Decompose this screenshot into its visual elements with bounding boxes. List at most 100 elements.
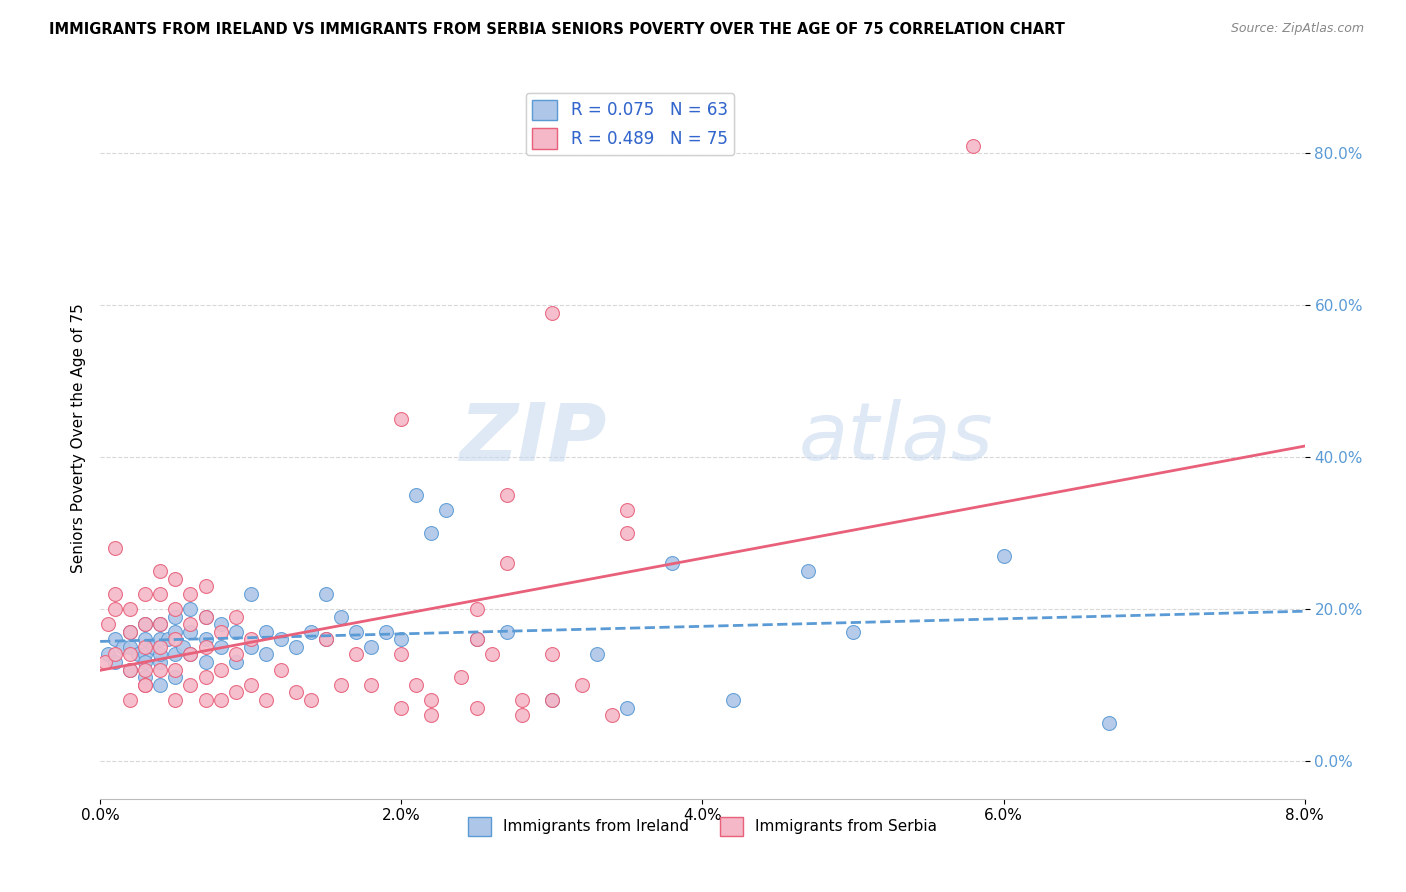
Point xyxy=(962,138,984,153)
Point xyxy=(120,640,142,654)
Point xyxy=(284,640,307,654)
Point xyxy=(194,609,217,624)
Point xyxy=(586,648,609,662)
Point xyxy=(299,693,322,707)
Point xyxy=(134,648,156,662)
Point xyxy=(172,640,194,654)
Legend: R = 0.075   N = 63, R = 0.489   N = 75: R = 0.075 N = 63, R = 0.489 N = 75 xyxy=(526,93,734,155)
Point xyxy=(165,624,187,639)
Point xyxy=(179,624,201,639)
Point xyxy=(842,624,865,639)
Point xyxy=(510,693,533,707)
Point xyxy=(165,663,187,677)
Point xyxy=(225,655,247,669)
Point xyxy=(179,617,201,632)
Point xyxy=(120,693,142,707)
Point xyxy=(239,632,262,647)
Text: Source: ZipAtlas.com: Source: ZipAtlas.com xyxy=(1230,22,1364,36)
Text: ZIP: ZIP xyxy=(458,399,606,477)
Text: IMMIGRANTS FROM IRELAND VS IMMIGRANTS FROM SERBIA SENIORS POVERTY OVER THE AGE O: IMMIGRANTS FROM IRELAND VS IMMIGRANTS FR… xyxy=(49,22,1066,37)
Point xyxy=(239,640,262,654)
Point xyxy=(194,640,217,654)
Point xyxy=(420,526,443,541)
Point xyxy=(142,640,165,654)
Point xyxy=(616,526,638,541)
Point xyxy=(254,624,277,639)
Point xyxy=(120,648,142,662)
Point xyxy=(616,700,638,714)
Point xyxy=(149,655,172,669)
Point xyxy=(239,678,262,692)
Point xyxy=(97,617,120,632)
Point xyxy=(389,700,412,714)
Point xyxy=(149,617,172,632)
Point xyxy=(299,624,322,639)
Point xyxy=(165,609,187,624)
Point xyxy=(149,587,172,601)
Point xyxy=(179,648,201,662)
Point xyxy=(104,655,127,669)
Point xyxy=(540,693,562,707)
Point xyxy=(149,663,172,677)
Point xyxy=(149,632,172,647)
Point xyxy=(134,640,156,654)
Point xyxy=(239,587,262,601)
Point xyxy=(1098,715,1121,730)
Point xyxy=(389,648,412,662)
Point xyxy=(284,685,307,699)
Point xyxy=(120,624,142,639)
Point xyxy=(993,549,1015,563)
Point xyxy=(465,602,488,616)
Point xyxy=(120,602,142,616)
Point xyxy=(360,678,382,692)
Point xyxy=(270,632,292,647)
Point xyxy=(360,640,382,654)
Point xyxy=(315,587,337,601)
Point xyxy=(209,693,232,707)
Point xyxy=(194,670,217,684)
Point xyxy=(134,655,156,669)
Point xyxy=(375,624,398,639)
Point xyxy=(797,564,820,578)
Point xyxy=(165,572,187,586)
Point xyxy=(270,663,292,677)
Point xyxy=(179,678,201,692)
Point xyxy=(405,488,427,502)
Point xyxy=(600,708,623,723)
Point xyxy=(104,602,127,616)
Point xyxy=(120,663,142,677)
Point xyxy=(179,602,201,616)
Point xyxy=(721,693,744,707)
Point xyxy=(209,624,232,639)
Point xyxy=(209,617,232,632)
Point xyxy=(165,632,187,647)
Point xyxy=(616,503,638,517)
Y-axis label: Seniors Poverty Over the Age of 75: Seniors Poverty Over the Age of 75 xyxy=(72,303,86,573)
Point xyxy=(344,648,367,662)
Point xyxy=(495,488,517,502)
Point xyxy=(149,617,172,632)
Point xyxy=(194,693,217,707)
Point xyxy=(179,648,201,662)
Point xyxy=(149,640,172,654)
Point xyxy=(540,306,562,320)
Point xyxy=(465,632,488,647)
Point xyxy=(165,602,187,616)
Point xyxy=(495,624,517,639)
Point xyxy=(134,632,156,647)
Point xyxy=(104,648,127,662)
Point xyxy=(134,678,156,692)
Point xyxy=(315,632,337,647)
Point xyxy=(179,587,201,601)
Point xyxy=(165,670,187,684)
Point xyxy=(104,632,127,647)
Point xyxy=(420,693,443,707)
Point xyxy=(127,648,149,662)
Point xyxy=(510,708,533,723)
Point xyxy=(97,648,120,662)
Point xyxy=(165,693,187,707)
Point xyxy=(405,678,427,692)
Point xyxy=(209,663,232,677)
Point xyxy=(330,678,353,692)
Point xyxy=(465,632,488,647)
